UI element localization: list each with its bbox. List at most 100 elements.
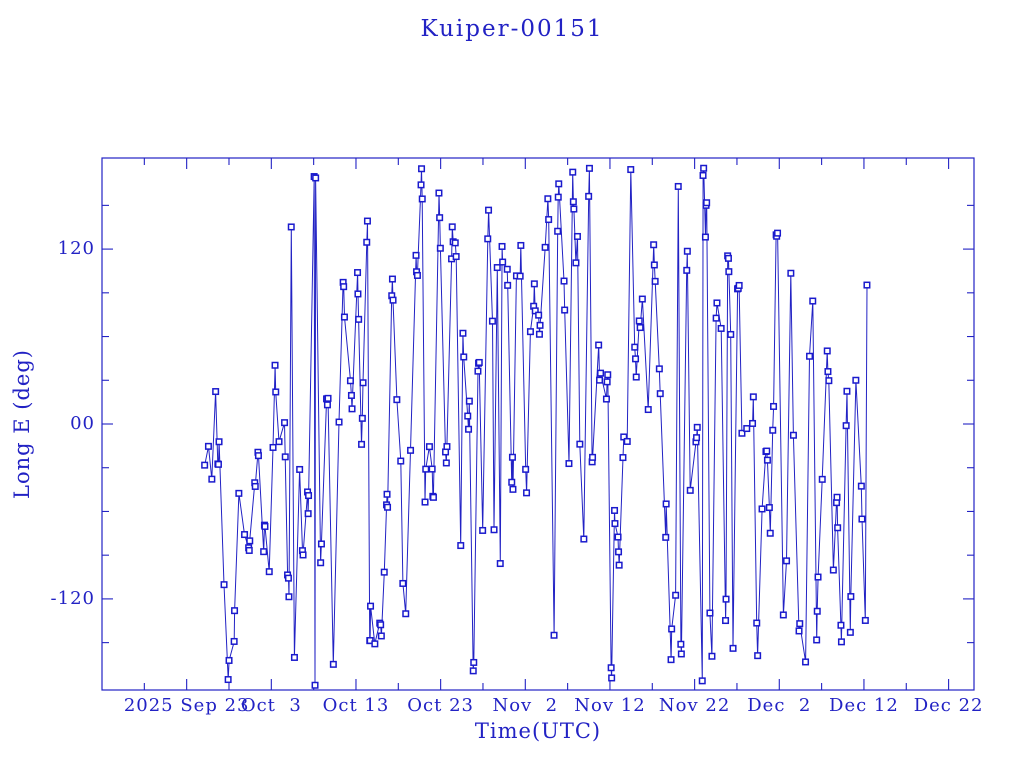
data-point-marker	[214, 460, 222, 468]
data-point-marker	[766, 529, 774, 537]
x-tick-label: Nov 2	[492, 695, 559, 716]
data-point-marker	[644, 406, 652, 414]
data-point-marker	[245, 546, 253, 554]
data-point-marker	[363, 217, 371, 225]
data-point-marker	[488, 317, 496, 325]
data-point-marker	[758, 505, 766, 513]
data-point-marker	[317, 559, 325, 567]
data-point-marker	[452, 253, 460, 261]
data-point-marker	[765, 504, 773, 512]
data-point-marker	[738, 429, 746, 437]
data-point-marker	[261, 522, 269, 530]
data-point-marker	[312, 174, 320, 182]
data-point-marker	[359, 379, 367, 387]
data-point-marker	[698, 677, 706, 685]
data-point-marker	[585, 192, 593, 200]
data-point-marker	[272, 388, 280, 396]
data-point-marker	[611, 520, 619, 528]
data-point-marker	[231, 607, 239, 615]
data-point-marker	[425, 443, 433, 451]
data-point-marker	[561, 306, 569, 314]
y-tick-label: 00	[70, 413, 95, 434]
data-point-marker	[783, 557, 791, 565]
data-point-marker	[347, 391, 355, 399]
data-point-marker	[602, 395, 610, 403]
data-point-marker	[651, 277, 659, 285]
data-point-marker	[499, 258, 507, 266]
data-point-marker	[212, 388, 220, 396]
data-point-marker	[421, 498, 429, 506]
data-line	[204, 168, 868, 686]
data-point-marker	[246, 537, 254, 545]
data-point-marker	[428, 465, 436, 473]
data-point-marker	[795, 627, 803, 635]
x-tick-label: Nov 22	[658, 695, 731, 716]
data-point-marker	[713, 299, 721, 307]
data-point-marker	[448, 223, 456, 231]
data-point-marker	[285, 593, 293, 601]
data-point-marker	[340, 313, 348, 321]
data-point-marker	[573, 232, 581, 240]
data-point-marker	[662, 533, 670, 541]
data-point-marker	[465, 425, 473, 433]
data-point-marker	[544, 195, 552, 203]
data-point-marker	[484, 235, 492, 243]
data-point-marker	[451, 239, 459, 247]
data-point-marker	[677, 640, 685, 648]
x-tick-label: 2025 Sep 23	[123, 695, 250, 716]
data-point-marker	[667, 656, 675, 664]
x-tick-label: Oct 13	[322, 695, 390, 716]
data-point-marker	[413, 271, 421, 279]
data-point-marker	[749, 419, 757, 427]
data-point-marker	[619, 454, 627, 462]
data-point-marker	[435, 189, 443, 197]
x-axis-title: Time(UTC)	[474, 719, 602, 743]
data-point-marker	[611, 506, 619, 514]
data-point-marker	[779, 611, 787, 619]
data-point-marker	[725, 268, 733, 276]
data-point-marker	[393, 396, 401, 404]
data-point-marker	[523, 489, 531, 497]
data-point-marker	[597, 369, 605, 377]
data-point-marker	[863, 281, 871, 289]
data-point-marker	[324, 394, 332, 402]
data-point-marker	[346, 377, 354, 385]
data-point-marker	[284, 574, 292, 582]
data-point-marker	[371, 640, 379, 648]
data-point-marker	[813, 636, 821, 644]
data-point-marker	[727, 330, 735, 338]
data-point-marker	[530, 280, 538, 288]
data-point-marker	[699, 171, 707, 179]
data-point-marker	[380, 568, 388, 576]
data-point-marker	[668, 625, 676, 633]
data-point-marker	[683, 266, 691, 274]
data-point-marker	[281, 419, 289, 427]
data-point-marker	[215, 438, 223, 446]
data-point-marker	[615, 561, 623, 569]
data-point-marker	[677, 650, 685, 658]
data-point-marker	[712, 314, 720, 322]
data-point-marker	[802, 658, 810, 666]
data-point-marker	[254, 452, 262, 460]
data-point-marker	[287, 223, 295, 231]
data-point-marker	[399, 579, 407, 587]
data-point-marker	[662, 500, 670, 508]
data-point-marker	[813, 607, 821, 615]
data-point-marker	[429, 493, 437, 501]
x-tick-label: Nov 12	[574, 695, 646, 716]
data-point-marker	[224, 676, 232, 684]
data-point-marker	[517, 241, 525, 249]
data-point-marker	[384, 503, 392, 511]
data-point-marker	[304, 510, 312, 518]
data-point-marker	[627, 166, 635, 174]
data-point-marker	[335, 418, 343, 426]
data-point-marker	[580, 535, 588, 543]
data-point-marker	[631, 343, 639, 351]
data-point-marker	[377, 632, 385, 640]
data-point-marker	[818, 475, 826, 483]
data-point-marker	[834, 524, 842, 532]
data-point-marker	[299, 551, 307, 559]
data-point-marker	[686, 486, 694, 494]
data-point-marker	[724, 254, 732, 262]
